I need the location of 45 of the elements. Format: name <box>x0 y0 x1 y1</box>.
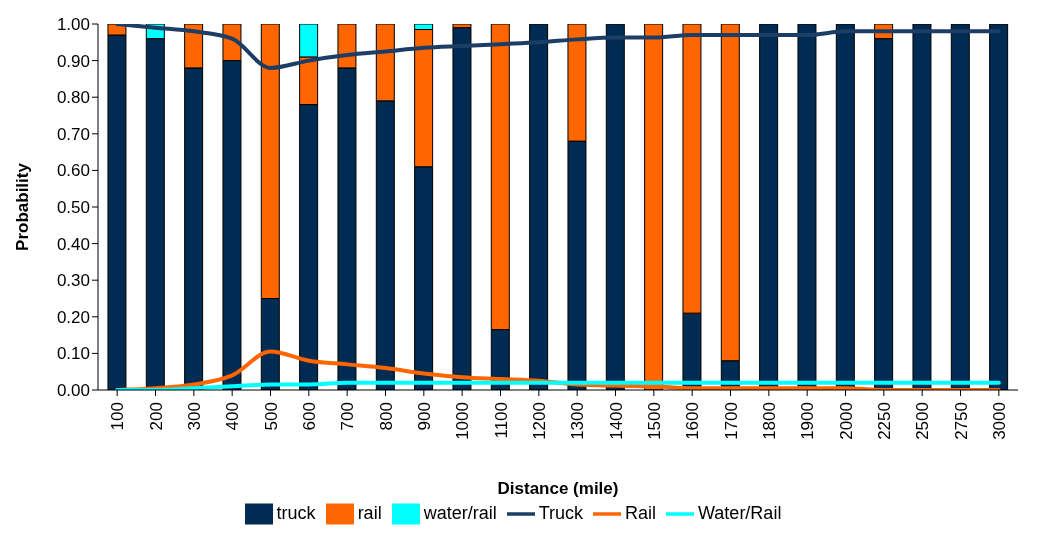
x-tick-label: 1200 <box>529 402 549 440</box>
y-tick-label: 1.00 <box>56 15 90 35</box>
legend-label: rail <box>357 502 382 523</box>
x-tick-label: 1000 <box>453 402 473 440</box>
y-tick-label: 0.10 <box>56 344 90 364</box>
y-tick-label: 0.20 <box>56 307 90 327</box>
line-series <box>115 380 1001 390</box>
y-tick-label: 0.70 <box>56 124 90 144</box>
y-tick-label: 0.00 <box>56 381 90 401</box>
x-tick-label: 600 <box>299 402 319 431</box>
x-tick-label: 2250 <box>874 402 894 440</box>
x-tick-label: 900 <box>414 402 434 431</box>
x-tick-label: 200 <box>146 402 166 431</box>
x-tick-label: 1900 <box>798 402 818 440</box>
y-tick-label: 0.50 <box>56 198 90 218</box>
x-tick-label: 1800 <box>759 402 779 440</box>
x-tick-label: 800 <box>376 402 396 431</box>
x-tick-label: 1500 <box>644 402 664 440</box>
legend-label: Rail <box>625 502 657 523</box>
x-tick-label: 1100 <box>491 402 511 439</box>
x-tick-label: 2000 <box>836 402 856 440</box>
line-series <box>115 24 1001 70</box>
legend-label: water/rail <box>423 502 497 523</box>
x-tick-label: 1700 <box>721 402 741 440</box>
x-tick-label: 2500 <box>913 402 933 440</box>
y-tick-label: 0.30 <box>56 271 90 291</box>
x-tick-label: 1600 <box>683 402 703 440</box>
x-tick-label: 400 <box>223 402 243 431</box>
y-tick-label: 0.40 <box>56 234 90 254</box>
y-tick-label: 0.90 <box>56 51 90 71</box>
legend-label: Water/Rail <box>698 502 782 523</box>
x-tick-label: 700 <box>338 402 358 431</box>
legend-label: Truck <box>538 502 584 523</box>
x-tick-label: 1400 <box>606 402 626 440</box>
y-tick-label: 0.80 <box>56 88 90 108</box>
x-tick-label: 2750 <box>951 402 971 440</box>
x-tick-label: 500 <box>261 402 281 431</box>
y-tick-label: 0.60 <box>56 161 90 181</box>
x-tick-label: 300 <box>184 402 204 431</box>
x-tick-label: 1300 <box>568 402 588 440</box>
legend-label: truck <box>276 502 316 523</box>
y-axis-title: Probability <box>13 162 33 251</box>
x-tick-label: 100 <box>108 402 128 431</box>
x-tick-label: 3000 <box>989 402 1009 440</box>
x-axis-title: Distance (mile) <box>497 479 619 498</box>
